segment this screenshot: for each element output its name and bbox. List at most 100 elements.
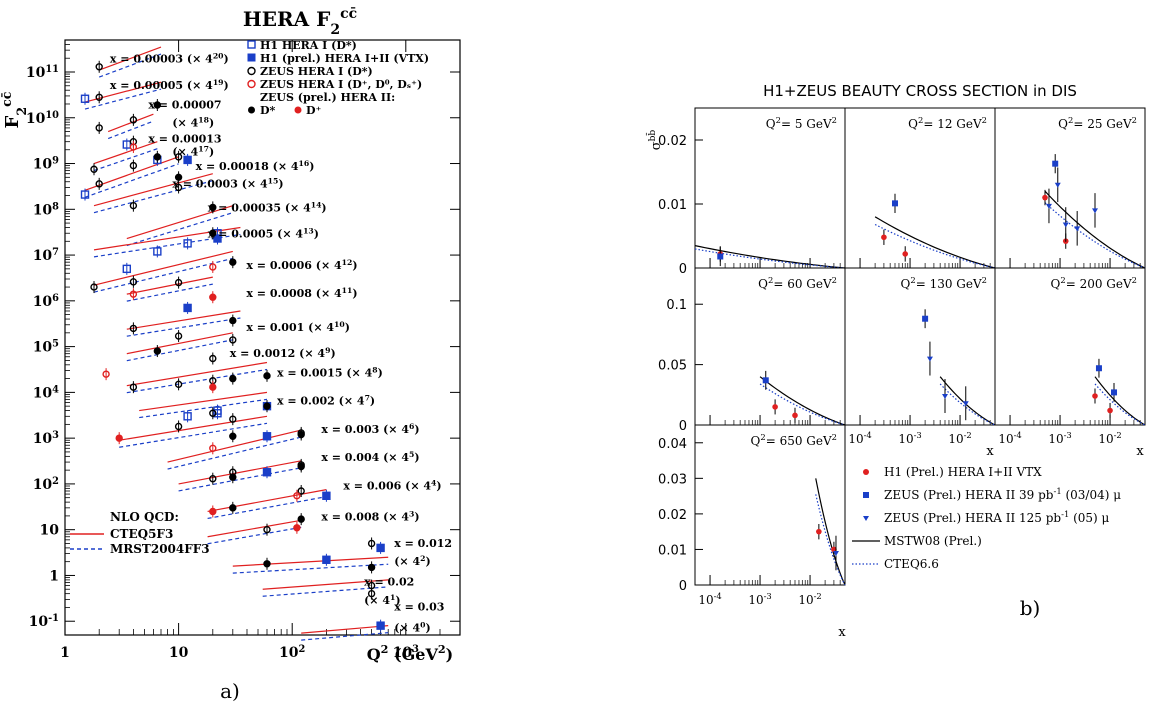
bin-label: (× 42) (394, 553, 430, 568)
beauty-ytick-label-part: 0.01 (658, 198, 687, 213)
beauty-xtick-label-part: -3 (764, 591, 772, 601)
beauty-legend-label-part: H1 (Prel.) HERA I+II VTX (884, 465, 1042, 479)
beauty-zeus39-point (922, 315, 929, 322)
legend-open-square (247, 40, 256, 49)
f2cc-point (262, 432, 272, 441)
legend-dplus-marker (294, 106, 302, 114)
bin-label-part: (× 4 (316, 287, 342, 300)
f2cc-point (229, 504, 237, 512)
bin-label-part: 12 (342, 257, 353, 266)
f2cc-point (183, 155, 192, 165)
bin-label-part: ) (321, 201, 326, 214)
beauty-zeus125-point (962, 401, 969, 407)
legend-dplus-label: D⁺ (306, 104, 322, 117)
beauty-panel-label: Q2= 25 GeV2 (1058, 115, 1137, 131)
bin-label: x = 0.006 (× 44) (343, 478, 441, 493)
f2cc-point (129, 116, 138, 124)
beauty-zeus125-point (1062, 222, 1069, 228)
cteq66-curve (1094, 383, 1146, 426)
beauty-panel-label: Q2= 12 GeV2 (908, 115, 987, 131)
bin-label-part: ) (330, 347, 335, 360)
right-caption-part: b) (1020, 596, 1041, 620)
legend-dstar-marker (248, 106, 255, 114)
beauty-zeus125-point (1054, 182, 1061, 188)
mrst-curve-segment (119, 422, 268, 448)
bin-label-part: (× 4 (273, 160, 299, 173)
bin-label: x = 0.0015 (× 48) (277, 365, 383, 380)
f2cc-point (297, 515, 305, 523)
bin-label: x = 0.00013 (148, 132, 221, 145)
beauty-panel-frame (694, 107, 846, 269)
beauty-xtick-label: 10-3 (1048, 430, 1071, 446)
right-ylabel-part: bb̄ (646, 130, 658, 142)
bin-label-part: x = 0.00007 (148, 98, 221, 111)
f2cc-point (129, 278, 138, 286)
beauty-panel-label-part: 2 (1060, 275, 1065, 285)
beauty-legend-label: H1 (Prel.) HERA I+II VTX (884, 465, 1042, 479)
bin-label-part: (× 4 (346, 367, 372, 380)
left-xlabel-part: ) (446, 645, 454, 664)
beauty-panel-label-part: 2 (832, 432, 837, 442)
cteq-curve-segment (126, 276, 213, 295)
beauty-xtick-label: 10-3 (898, 430, 921, 446)
f2cc-point (263, 525, 271, 534)
beauty-panel-label-part: Q (901, 277, 911, 291)
left-ytick-label: 10-1 (29, 613, 59, 631)
cteq-curve-segment (126, 310, 241, 330)
beauty-h1-point (1107, 407, 1113, 414)
beauty-xtick-label: 10-4 (848, 430, 871, 446)
mrst-curve-segment (207, 526, 302, 545)
f2cc-point (297, 430, 305, 439)
bin-label-part: ) (209, 117, 214, 130)
beauty-h1-point (831, 546, 837, 553)
left-ytick-label-part: 1 (49, 568, 59, 584)
left-title-part: cc̄ (340, 6, 357, 22)
beauty-zeus39-point (892, 200, 898, 207)
bin-label-part: ) (278, 177, 283, 190)
beauty-ytick-label: 0 (679, 579, 687, 594)
f2cc-point (90, 283, 98, 291)
left-xtick-label: 103 (393, 644, 419, 662)
legend-entry-part: ZEUS HERA I (D*) (260, 65, 373, 78)
bin-label-part: 18 (198, 115, 209, 124)
f2cc-point (322, 555, 331, 564)
bin-label-part: x = 0.0012 (230, 347, 299, 360)
legend-theory-title: NLO QCD: (110, 510, 179, 524)
beauty-panel-label-part: = 12 GeV (923, 117, 982, 131)
f2cc-point (262, 468, 272, 477)
beauty-xtick-label: 10-2 (948, 430, 971, 446)
left-plot-frame (64, 39, 461, 636)
right-caption: b) (1020, 596, 1041, 620)
beauty-xtick-label-part: -3 (914, 430, 922, 440)
legend-open-circle (247, 66, 256, 76)
f2cc-point (129, 324, 138, 333)
bin-label-part: x = 0.00013 (148, 132, 221, 145)
beauty-panel-label-part: = 25 GeV (1073, 117, 1132, 131)
f2cc-point (95, 63, 103, 71)
beauty-ytick-label-part: 0.02 (658, 508, 687, 523)
bin-label-part: ) (352, 287, 357, 300)
bin-label: x = 0.00003 (× 420) (110, 51, 229, 66)
cteq66-curve (1044, 202, 1146, 269)
left-ytick-label-part: 10 (26, 111, 46, 127)
cteq66-curve (759, 383, 846, 426)
bin-label-part: x = 0.02 (364, 576, 414, 589)
left-ytick-label-part: 11 (45, 63, 59, 74)
beauty-panel-label-part: = 130 GeV (916, 277, 982, 291)
cteq-curve-segment (126, 205, 233, 240)
legend-theory-label: MRST2004FF3 (110, 542, 210, 556)
beauty-ytick-label: 0.01 (658, 543, 687, 558)
beauty-legend-label-part: (03/04) μ (1062, 488, 1122, 502)
beauty-ytick-label: 0.1 (666, 298, 687, 313)
legend-entry-part: H1 (prel.) HERA I+II (VTX) (260, 52, 429, 65)
f2cc-point (229, 473, 237, 481)
left-ytick-label: 107 (33, 247, 59, 265)
bin-label-part: (× 4 (172, 117, 198, 130)
bin-label-part: x = 0.00035 (208, 201, 285, 214)
left-ytick-label: 1 (49, 568, 59, 584)
bin-label-part: (× 4 (277, 228, 303, 241)
left-ytick-label: 109 (33, 155, 59, 173)
mstw08-curve (759, 376, 846, 426)
f2cc-point (293, 524, 301, 532)
bin-label-part: 7 (365, 393, 370, 402)
